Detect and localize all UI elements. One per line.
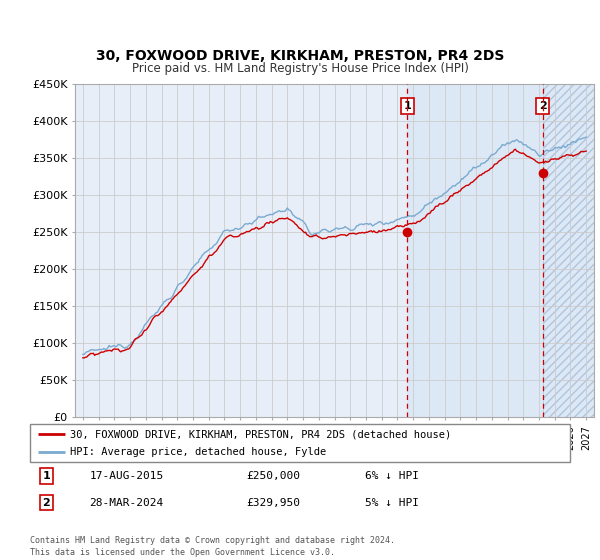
Text: 30, FOXWOOD DRIVE, KIRKHAM, PRESTON, PR4 2DS (detached house): 30, FOXWOOD DRIVE, KIRKHAM, PRESTON, PR4…	[71, 429, 452, 439]
Bar	[543, 84, 594, 417]
Text: 30, FOXWOOD DRIVE, KIRKHAM, PRESTON, PR4 2DS: 30, FOXWOOD DRIVE, KIRKHAM, PRESTON, PR4…	[96, 49, 504, 63]
Text: £329,950: £329,950	[246, 498, 300, 507]
Text: 1: 1	[403, 101, 411, 111]
Text: 1: 1	[43, 471, 50, 481]
Bar	[543, 84, 594, 417]
Text: 6% ↓ HPI: 6% ↓ HPI	[365, 471, 419, 481]
Text: 28-MAR-2024: 28-MAR-2024	[89, 498, 164, 507]
Text: HPI: Average price, detached house, Fylde: HPI: Average price, detached house, Fyld…	[71, 447, 327, 457]
Text: 5% ↓ HPI: 5% ↓ HPI	[365, 498, 419, 507]
Text: 2: 2	[43, 498, 50, 507]
Bar	[407, 84, 543, 417]
Text: Contains HM Land Registry data © Crown copyright and database right 2024.
This d: Contains HM Land Registry data © Crown c…	[30, 536, 395, 557]
FancyBboxPatch shape	[30, 424, 570, 462]
Text: 17-AUG-2015: 17-AUG-2015	[89, 471, 164, 481]
Text: Price paid vs. HM Land Registry's House Price Index (HPI): Price paid vs. HM Land Registry's House …	[131, 62, 469, 75]
Text: 2: 2	[539, 101, 547, 111]
Text: £250,000: £250,000	[246, 471, 300, 481]
